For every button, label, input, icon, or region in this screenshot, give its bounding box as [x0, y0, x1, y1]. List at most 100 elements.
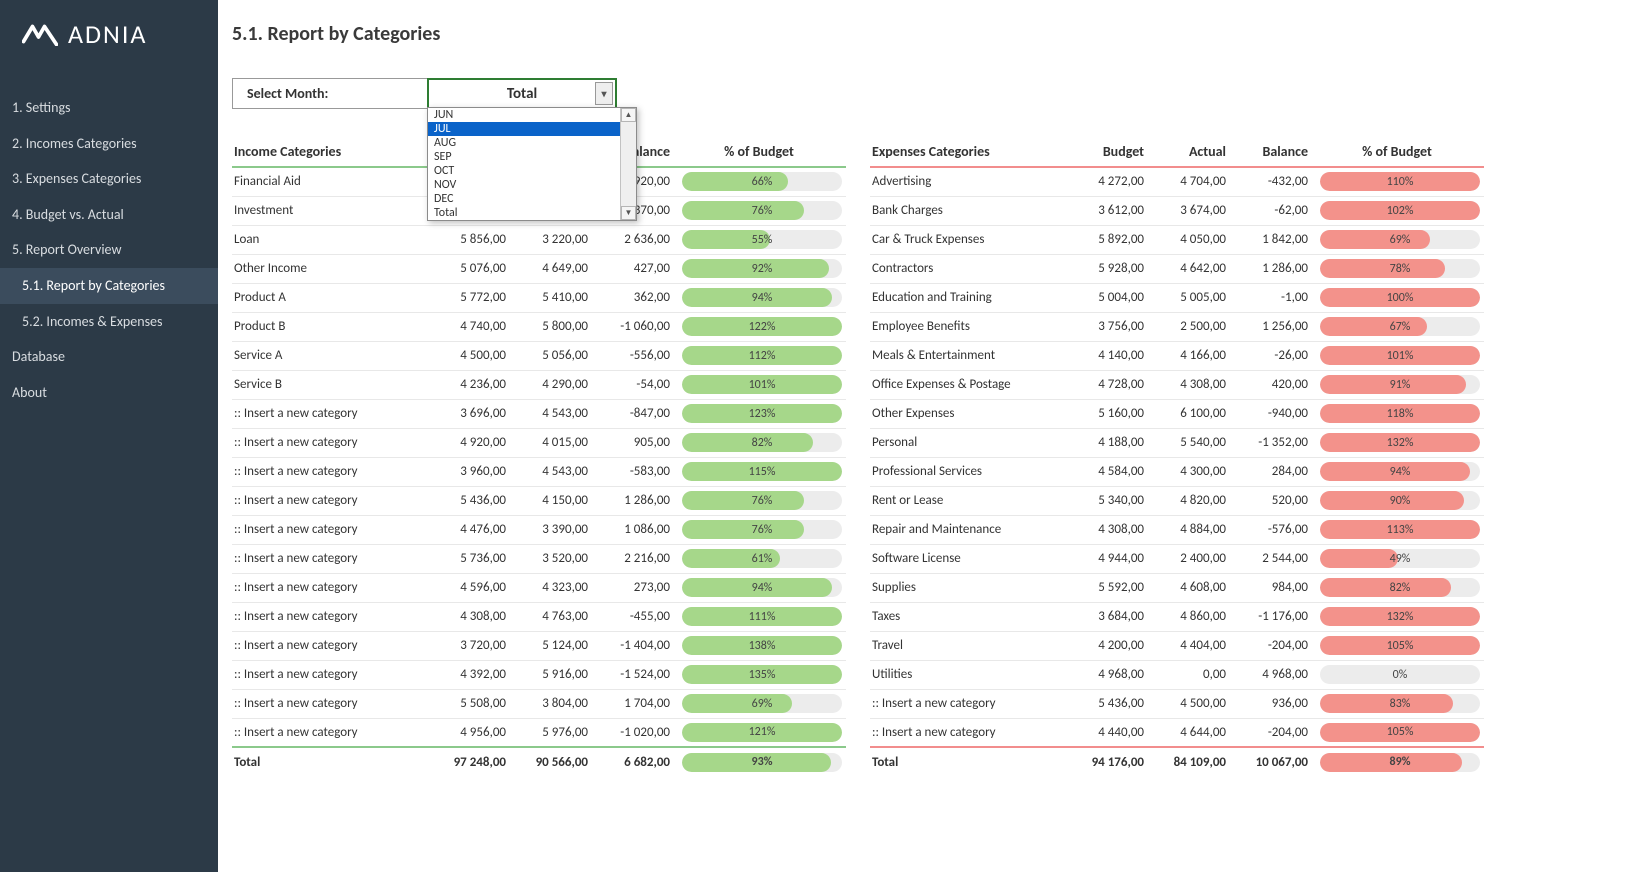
pct-bar-cell: 93% [678, 747, 846, 776]
cell-actual: 3 220,00 [514, 225, 596, 254]
category-name: Employee Benefits [870, 312, 1070, 341]
dropdown-scrollbar[interactable]: ▲ ▼ [620, 108, 636, 220]
nav-item[interactable]: Database [0, 339, 218, 375]
selector-value-box[interactable]: Total [427, 78, 617, 109]
cell-actual: 84 109,00 [1152, 747, 1234, 776]
category-name: Utilities [870, 660, 1070, 689]
cell-balance: 984,00 [1234, 573, 1316, 602]
cell-budget: 5 928,00 [1070, 254, 1152, 283]
table-row: Meals & Entertainment4 140,004 166,00-26… [870, 341, 1484, 370]
brand-text: ADNIA [68, 18, 147, 50]
table-row: Car & Truck Expenses5 892,004 050,001 84… [870, 225, 1484, 254]
pct-bar-cell: 101% [1316, 341, 1484, 370]
cell-budget: 5 892,00 [1070, 225, 1152, 254]
cell-balance: 284,00 [1234, 457, 1316, 486]
category-name: Software License [870, 544, 1070, 573]
column-header: % of Budget [678, 137, 846, 167]
nav-item[interactable]: 4. Budget vs. Actual [0, 197, 218, 233]
cell-balance: -556,00 [596, 341, 678, 370]
dropdown-option[interactable]: JUN [428, 108, 620, 122]
category-name: Other Income [232, 254, 432, 283]
category-name: :: Insert a new category [232, 660, 432, 689]
pct-label: 78% [1320, 259, 1480, 278]
category-name: Education and Training [870, 283, 1070, 312]
nav-item[interactable]: 2. Incomes Categories [0, 126, 218, 162]
pct-bar-cell: 76% [678, 515, 846, 544]
pct-label: 94% [1320, 462, 1480, 481]
scroll-up-icon[interactable]: ▲ [621, 108, 636, 122]
cell-balance: -1 524,00 [596, 660, 678, 689]
pct-label: 111% [682, 607, 842, 626]
dropdown-option[interactable]: DEC [428, 192, 620, 206]
dropdown-option[interactable]: NOV [428, 178, 620, 192]
cell-balance: -54,00 [596, 370, 678, 399]
dropdown-option[interactable]: JUL [428, 122, 620, 136]
pct-bar-cell: 94% [678, 283, 846, 312]
dropdown-option[interactable]: Total [428, 206, 620, 220]
pct-label: 138% [682, 636, 842, 655]
category-name: Contractors [870, 254, 1070, 283]
pct-label: 76% [682, 491, 842, 510]
cell-balance: -204,00 [1234, 718, 1316, 747]
pct-label: 115% [682, 462, 842, 481]
table-row: :: Insert a new category3 720,005 124,00… [232, 631, 846, 660]
table-row: Other Expenses5 160,006 100,00-940,00118… [870, 399, 1484, 428]
table-row: :: Insert a new category3 960,004 543,00… [232, 457, 846, 486]
pct-label: 67% [1320, 317, 1480, 336]
pct-bar-cell: 66% [678, 167, 846, 196]
cell-budget: 4 188,00 [1070, 428, 1152, 457]
table-row: :: Insert a new category4 440,004 644,00… [870, 718, 1484, 747]
category-name: Office Expenses & Postage [870, 370, 1070, 399]
dropdown-option[interactable]: SEP [428, 150, 620, 164]
dropdown-option[interactable]: AUG [428, 136, 620, 150]
cell-balance: 1 286,00 [596, 486, 678, 515]
pct-bar-cell: 113% [1316, 515, 1484, 544]
nav-item[interactable]: 5. Report Overview [0, 232, 218, 268]
scroll-down-icon[interactable]: ▼ [621, 206, 636, 220]
cell-balance: -26,00 [1234, 341, 1316, 370]
pct-bar-cell: 89% [1316, 747, 1484, 776]
cell-budget: 4 740,00 [432, 312, 514, 341]
cell-balance: -1,00 [1234, 283, 1316, 312]
nav-item[interactable]: 5.1. Report by Categories [0, 268, 218, 304]
cell-actual: 5 976,00 [514, 718, 596, 747]
pct-label: 113% [1320, 520, 1480, 539]
cell-budget: 3 612,00 [1070, 196, 1152, 225]
category-name: Investment [232, 196, 432, 225]
nav-item[interactable]: 5.2. Incomes & Expenses [0, 304, 218, 340]
table-row: :: Insert a new category5 736,003 520,00… [232, 544, 846, 573]
table-row: Service B4 236,004 290,00-54,00101% [232, 370, 846, 399]
cell-actual: 4 820,00 [1152, 486, 1234, 515]
category-name: :: Insert a new category [232, 602, 432, 631]
dropdown-toggle-button[interactable] [595, 82, 613, 105]
pct-label: 100% [1320, 288, 1480, 307]
table-row: :: Insert a new category5 508,003 804,00… [232, 689, 846, 718]
pct-bar-cell: 61% [678, 544, 846, 573]
cell-actual: 3 390,00 [514, 515, 596, 544]
dropdown-option[interactable]: OCT [428, 164, 620, 178]
pct-label: 122% [682, 317, 842, 336]
income-table: Income CategoriesBudgetActualBalance% of… [232, 137, 846, 776]
category-name: :: Insert a new category [232, 689, 432, 718]
pct-label: 132% [1320, 607, 1480, 626]
cell-budget: 4 944,00 [1070, 544, 1152, 573]
nav-item[interactable]: About [0, 375, 218, 411]
category-name: Car & Truck Expenses [870, 225, 1070, 254]
pct-bar-cell: 118% [1316, 399, 1484, 428]
table-row: :: Insert a new category4 392,005 916,00… [232, 660, 846, 689]
cell-actual: 4 642,00 [1152, 254, 1234, 283]
pct-label: 94% [682, 578, 842, 597]
cell-actual: 4 404,00 [1152, 631, 1234, 660]
nav-item[interactable]: 3. Expenses Categories [0, 161, 218, 197]
cell-budget: 4 392,00 [432, 660, 514, 689]
cell-balance: -455,00 [596, 602, 678, 631]
category-name: :: Insert a new category [870, 718, 1070, 747]
nav-item[interactable]: 1. Settings [0, 90, 218, 126]
pct-bar-cell: 132% [1316, 602, 1484, 631]
cell-balance: 1 086,00 [596, 515, 678, 544]
category-name: :: Insert a new category [232, 631, 432, 660]
cell-balance: 520,00 [1234, 486, 1316, 515]
cell-budget: 5 772,00 [432, 283, 514, 312]
cell-actual: 4 308,00 [1152, 370, 1234, 399]
cell-actual: 4 763,00 [514, 602, 596, 631]
